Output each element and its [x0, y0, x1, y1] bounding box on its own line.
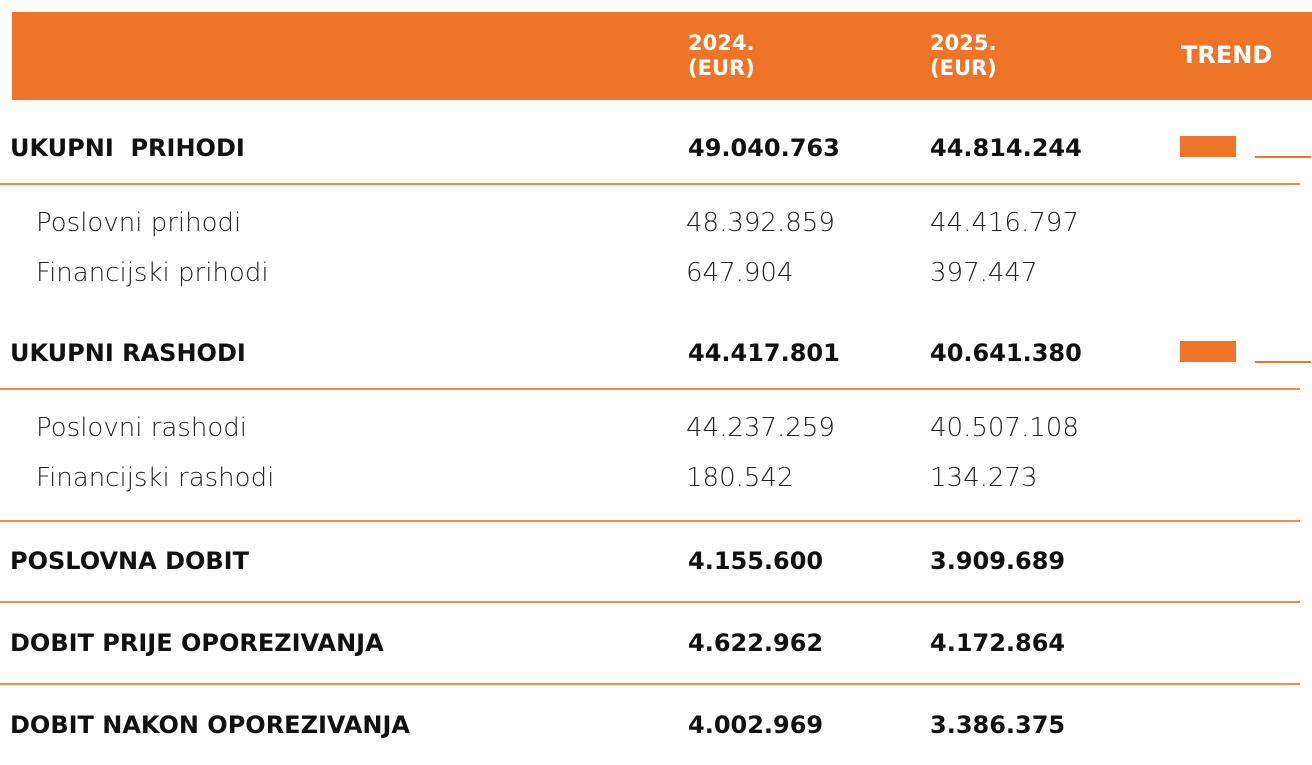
divider [0, 388, 1300, 390]
header-year: 2025. [930, 31, 997, 55]
trend-line [1255, 361, 1311, 363]
item-value: 134.273 [930, 463, 1038, 493]
item-value: 397.447 [930, 258, 1038, 288]
item-value: 44.416.797 [930, 208, 1079, 238]
item-value: 40.507.108 [930, 413, 1079, 443]
item-value: 647.904 [686, 258, 794, 288]
row-value: 4.002.969 [688, 711, 824, 739]
header-unit: (EUR) [688, 56, 755, 80]
row-value: 3.386.375 [930, 711, 1066, 739]
row-value: 4.155.600 [688, 547, 824, 575]
row-value: 4.622.962 [688, 629, 824, 657]
header-band [12, 12, 1312, 100]
row-value: 3.909.689 [930, 547, 1066, 575]
row-label: DOBIT NAKON OPOREZIVANJA [10, 711, 411, 739]
header-trend: TREND [1181, 41, 1273, 69]
item-label: Poslovni rashodi [36, 413, 247, 443]
row-label: UKUPNI PRIHODI [10, 134, 245, 162]
row-value: 40.641.380 [930, 339, 1082, 367]
divider [0, 183, 1300, 185]
row-value: 49.040.763 [688, 134, 840, 162]
trend-bar [1180, 341, 1236, 362]
trend-line [1255, 156, 1311, 158]
item-value: 180.542 [686, 463, 794, 493]
row-label: DOBIT PRIJE OPOREZIVANJA [10, 629, 384, 657]
header-year: 2024. [688, 31, 755, 55]
divider [0, 683, 1300, 685]
item-label: Financijski rashodi [36, 463, 275, 493]
divider [0, 601, 1300, 603]
row-label: POSLOVNA DOBIT [10, 547, 249, 575]
item-label: Poslovni prihodi [36, 208, 242, 238]
row-value: 4.172.864 [930, 629, 1066, 657]
item-label: Financijski prihodi [36, 258, 269, 288]
divider [0, 520, 1300, 522]
header-unit: (EUR) [930, 56, 997, 80]
row-label: UKUPNI RASHODI [10, 339, 246, 367]
row-value: 44.417.801 [688, 339, 840, 367]
row-value: 44.814.244 [930, 134, 1082, 162]
item-value: 44.237.259 [686, 413, 835, 443]
trend-bar [1180, 136, 1236, 157]
item-value: 48.392.859 [686, 208, 835, 238]
